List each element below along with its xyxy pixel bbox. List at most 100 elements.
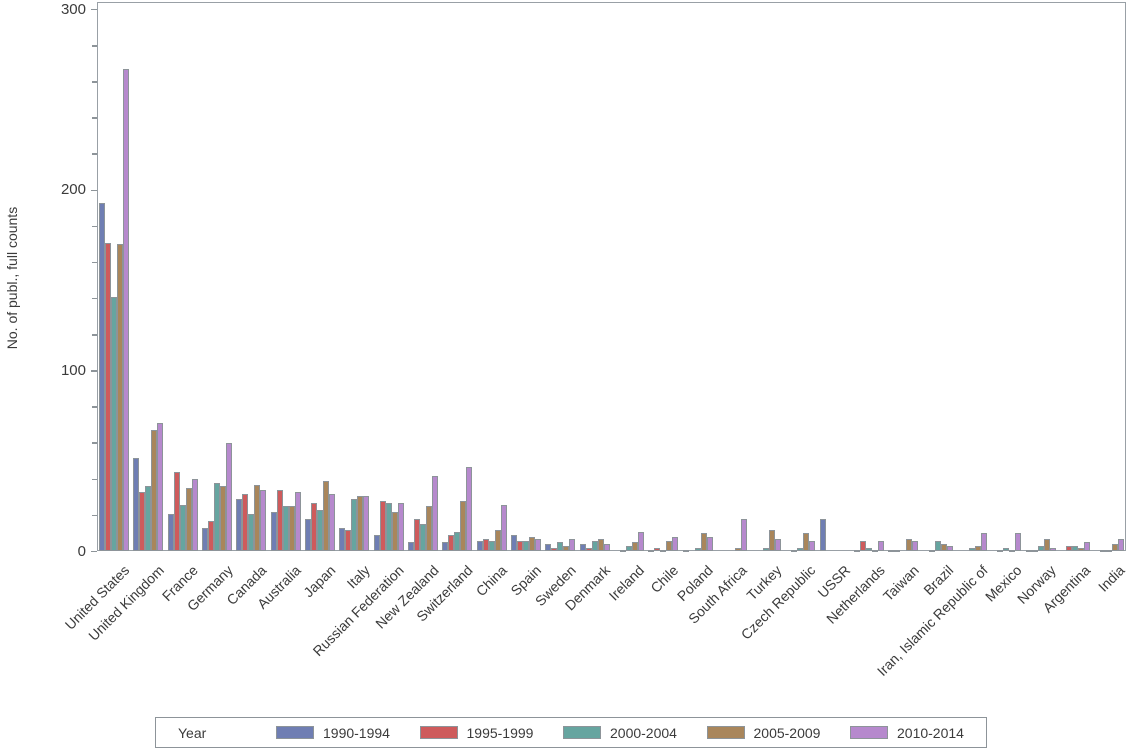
bar-2000-2004-Turkey <box>763 547 770 552</box>
bar-1995-1999-Italy <box>345 529 352 552</box>
x-tick-label: India <box>1094 562 1128 595</box>
y-minor-tick <box>91 225 97 228</box>
bar-2010-2014-Argentina <box>1084 542 1091 552</box>
bar-1995-1999-Russian Federation <box>379 500 386 552</box>
bar-1990-1994-Switzerland <box>442 542 449 552</box>
bar-2010-2014-United Kingdom <box>157 423 164 552</box>
bar-1990-1994-France <box>167 513 174 552</box>
legend-title: Year <box>178 724 207 741</box>
bar-2010-2014-China <box>500 504 507 552</box>
bar-2010-2014-Netherlands <box>878 540 885 552</box>
bar-2000-2004-United Kingdom <box>145 486 152 552</box>
y-minor-tick <box>91 81 97 83</box>
bar-2010-2014-Sweden <box>569 538 576 552</box>
legend-item-1995-1999: 1995-1999 <box>419 724 534 741</box>
bar-2010-2014-Iran, Islamic Republic of <box>981 533 988 552</box>
bar-2000-2004-Brazil <box>934 540 941 552</box>
bar-2000-2004-Mexico <box>1003 547 1010 552</box>
bar-1990-1994-China <box>476 540 483 552</box>
legend-item-2000-2004: 2000-2004 <box>563 725 677 741</box>
bar-1995-1999-Chile <box>654 547 661 552</box>
bar-2000-2004-China <box>488 540 495 552</box>
bar-1990-1994-Norway <box>1025 549 1032 552</box>
y-minor-tick <box>91 261 97 264</box>
bar-2005-2009-Germany <box>220 486 227 552</box>
bar-2010-2014-Russian Federation <box>397 502 404 552</box>
bar-2010-2014-New Zealand <box>432 475 438 552</box>
bar-2000-2004-Czech Republic <box>797 547 804 552</box>
bar-2000-2004-Sweden <box>557 542 564 552</box>
bar-2005-2009-Iran, Islamic Republic of <box>975 546 982 552</box>
plot-area <box>97 2 1126 551</box>
bar-1995-1999-Brazil <box>928 549 935 552</box>
legend-label: 2010-2014 <box>897 724 964 741</box>
bar-1995-1999-Spain <box>516 540 523 552</box>
bar-2005-2009-Norway <box>1043 538 1050 552</box>
bar-2005-2009-France <box>185 488 192 552</box>
y-minor-tick <box>91 334 97 336</box>
y-minor-tick <box>91 297 97 300</box>
bar-2005-2009-South Africa <box>734 547 741 552</box>
bar-1995-1999-China <box>482 538 489 552</box>
bar-2000-2004-Germany <box>214 482 221 552</box>
bar-2000-2004-Denmark <box>591 540 598 552</box>
bar-1995-1999-United States <box>105 242 112 552</box>
y-major-tick <box>90 370 97 372</box>
bar-2010-2014-Italy <box>363 495 370 552</box>
bar-1990-1994-Denmark <box>579 544 586 552</box>
bar-2005-2009-New Zealand <box>426 506 432 552</box>
bar-2010-2014-Norway <box>1049 547 1056 552</box>
bar-2005-2009-Ireland <box>631 542 638 552</box>
bar-1990-1994-United Kingdom <box>133 457 140 552</box>
legend-item-1990-1994: 1990-1994 <box>276 725 390 741</box>
bar-2010-2014-Brazil <box>946 546 953 552</box>
bar-1995-1999-Netherlands <box>860 540 867 552</box>
bar-2010-2014-Japan <box>329 493 336 552</box>
bar-1990-1994-Netherlands <box>854 549 861 552</box>
x-tick-label: China <box>472 562 510 600</box>
bar-2000-2004-Netherlands <box>866 547 873 552</box>
bar-2010-2014-South Africa <box>740 518 747 552</box>
bar-2000-2004-Norway <box>1037 546 1044 552</box>
bar-2005-2009-Australia <box>288 506 295 552</box>
bar-1990-1994-Germany <box>202 528 209 552</box>
legend-label: 1995-1999 <box>466 724 534 741</box>
bar-1990-1994-Japan <box>305 518 312 552</box>
bar-1995-1999-Japan <box>311 502 318 552</box>
legend-item-2005-2009: 2005-2009 <box>706 725 820 741</box>
bar-2010-2014-Chile <box>672 537 679 552</box>
bar-1995-1999-India <box>1100 549 1107 552</box>
bar-2000-2004-Australia <box>282 506 289 552</box>
bar-1990-1994-Sweden <box>545 544 552 552</box>
x-tick-label: Japan <box>300 562 339 601</box>
x-tick-label: Ireland <box>605 562 648 604</box>
bar-2005-2009-Netherlands <box>872 549 879 552</box>
bar-2000-2004-Poland <box>694 547 701 552</box>
bar-2005-2009-Czech Republic <box>803 533 810 552</box>
legend-label: 1990-1994 <box>323 724 390 741</box>
bar-1995-1999-Australia <box>276 490 283 552</box>
bar-2005-2009-Mexico <box>1009 549 1016 552</box>
bar-2005-2009-Canada <box>254 484 261 552</box>
bar-1990-1994-Poland <box>682 549 689 552</box>
bar-2000-2004-Ireland <box>625 546 632 552</box>
bar-2005-2009-Japan <box>323 481 330 552</box>
bar-1990-1994-United States <box>99 202 106 552</box>
y-major-tick <box>90 8 97 11</box>
bar-2010-2014-India <box>1118 538 1125 552</box>
bar-1995-1999-Ireland <box>619 549 626 552</box>
legend-items: 1990-1994 1995-1999 2000-2004 2005-2009 2010… <box>276 725 964 741</box>
y-major-tick <box>90 550 97 553</box>
bar-1990-1994-Chile <box>648 549 655 552</box>
bar-1990-1994-Canada <box>236 499 243 552</box>
bar-2005-2009-Turkey <box>769 529 776 552</box>
y-axis-title: No. of publ., full counts <box>4 206 20 350</box>
bar-2000-2004-Japan <box>317 509 324 552</box>
bar-1995-1999-Norway <box>1031 549 1038 552</box>
bar-2010-2014-Mexico <box>1015 533 1022 552</box>
x-tick-label: Taiwan <box>879 562 922 605</box>
bar-2000-2004-France <box>179 504 186 552</box>
y-tick-label: 100 <box>60 361 86 379</box>
bar-2005-2009-China <box>494 529 501 552</box>
